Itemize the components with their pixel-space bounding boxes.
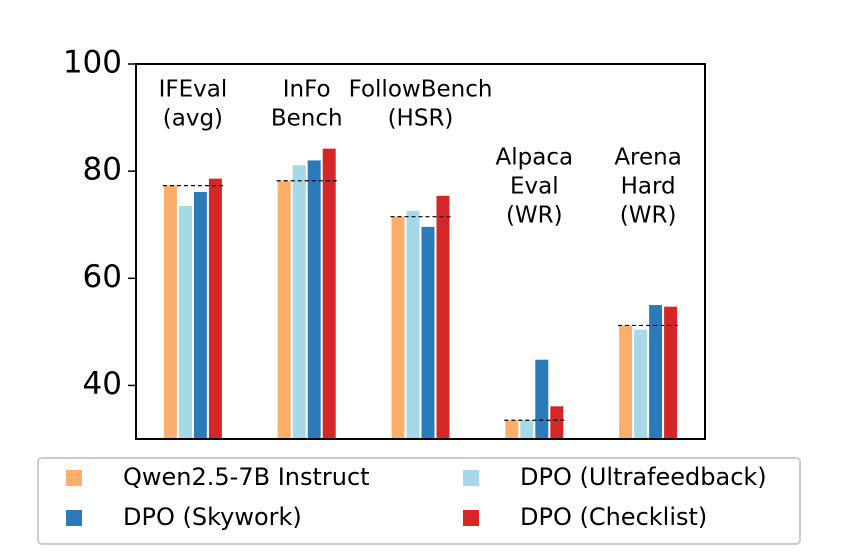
bar bbox=[649, 305, 663, 439]
plot-frame bbox=[135, 63, 706, 440]
y-tick-label: 40 bbox=[83, 366, 122, 402]
category-label: Arena bbox=[614, 145, 682, 171]
bar bbox=[391, 216, 405, 439]
category-label: Alpaca bbox=[496, 145, 574, 171]
category-label: (WR) bbox=[620, 203, 677, 229]
bar bbox=[163, 185, 177, 439]
bar bbox=[619, 325, 633, 439]
bar bbox=[322, 148, 336, 439]
bar bbox=[406, 210, 420, 439]
bar bbox=[277, 180, 291, 440]
bar bbox=[208, 178, 222, 439]
legend-label: DPO (Skywork) bbox=[123, 503, 302, 531]
bar bbox=[664, 306, 678, 439]
legend-swatch bbox=[463, 510, 479, 526]
y-tick-label: 100 bbox=[63, 45, 122, 81]
bar bbox=[436, 195, 450, 439]
y-tick-label: 60 bbox=[83, 259, 122, 295]
legend-label: DPO (Checklist) bbox=[520, 503, 707, 531]
bar bbox=[634, 329, 648, 439]
legend-swatch bbox=[66, 470, 82, 486]
y-tick-label: 80 bbox=[83, 152, 122, 188]
legend-swatch bbox=[66, 510, 82, 526]
legend-swatch bbox=[463, 470, 479, 486]
category-label: Eval bbox=[510, 174, 559, 200]
bar bbox=[193, 192, 207, 439]
bar bbox=[535, 359, 549, 439]
category-label: (avg) bbox=[163, 106, 223, 132]
bar bbox=[292, 165, 306, 439]
category-label: Bench bbox=[271, 106, 343, 132]
legend-box bbox=[37, 457, 801, 545]
bar bbox=[550, 406, 564, 439]
legend-label: DPO (Ultrafeedback) bbox=[520, 463, 767, 491]
bar bbox=[520, 420, 534, 439]
category-label: InFo bbox=[283, 77, 331, 103]
category-label: FollowBench bbox=[349, 77, 493, 103]
bar bbox=[307, 160, 321, 439]
category-label: (HSR) bbox=[388, 106, 454, 132]
category-label: (WR) bbox=[506, 203, 563, 229]
bar bbox=[421, 226, 435, 439]
bar bbox=[505, 420, 519, 439]
legend-label: Qwen2.5-7B Instruct bbox=[123, 463, 370, 491]
bar bbox=[178, 205, 192, 439]
category-label: Hard bbox=[621, 174, 676, 200]
category-label: IFEval bbox=[159, 77, 228, 103]
